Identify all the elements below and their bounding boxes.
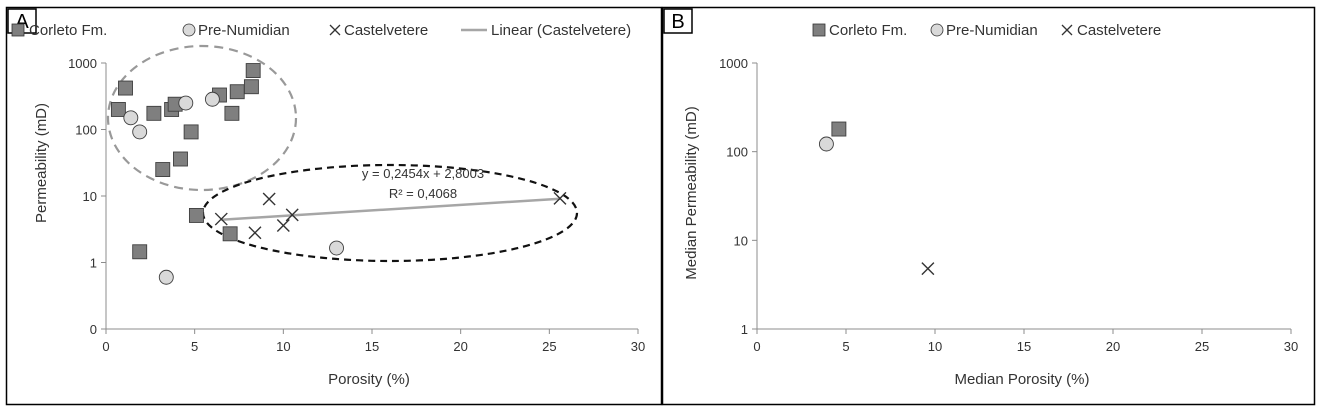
y-tick-label: 10 <box>83 189 97 204</box>
point-pre-numidian <box>178 95 194 111</box>
point-corleto-fm <box>831 121 847 137</box>
point-castelvetere <box>285 208 299 222</box>
point-corleto-fm <box>222 226 238 242</box>
point-corleto-fm <box>155 162 171 177</box>
legend-a-prenumidian-marker <box>182 23 196 37</box>
panel-b-y-axis-title: Median Permeability (mD) <box>683 106 700 279</box>
point-corleto-fm <box>188 207 204 223</box>
point-corleto-fm <box>173 151 188 167</box>
panel-a-border <box>5 6 663 406</box>
x-tick-label: 30 <box>631 339 645 354</box>
x-tick-label: 25 <box>542 339 556 354</box>
y-tick-label: 1000 <box>719 56 748 71</box>
point-castelvetere <box>553 191 567 205</box>
point-corleto-fm <box>146 105 162 121</box>
x-tick-label: 10 <box>276 339 290 354</box>
y-tick-label: 100 <box>726 145 748 160</box>
legend-a-corleto-marker <box>11 23 25 37</box>
point-corleto-fm <box>132 244 148 260</box>
y-tick-label: 0 <box>90 322 97 337</box>
legend-b-prenumidian-label: Pre-Numidian <box>946 22 1038 39</box>
panel-a-plot: 0 5 10 15 20 25 30 0 1 10 100 1000 <box>68 56 645 354</box>
y-tick-label: 1 <box>741 322 748 337</box>
point-castelvetere <box>262 192 276 206</box>
point-castelvetere <box>248 226 262 240</box>
legend-b-castelvetere-marker <box>1061 24 1073 36</box>
point-corleto-fm <box>243 79 259 95</box>
legend-a-corleto-label: Corleto Fm. <box>29 22 107 39</box>
point-corleto-fm <box>110 102 126 117</box>
trendline-equation: y = 0,2454x + 2,8003 <box>362 166 484 181</box>
legend-a-castelvetere-label: Castelvetere <box>344 22 428 39</box>
panel-b-plot: 0 5 10 15 20 25 30 1 10 100 1000 <box>719 56 1298 354</box>
legend-b-corleto-label: Corleto Fm. <box>829 22 907 39</box>
y-tick-label: 1000 <box>68 56 97 71</box>
x-tick-label: 30 <box>1284 339 1298 354</box>
point-castelvetere <box>921 262 935 276</box>
x-tick-label: 0 <box>753 339 760 354</box>
panel-a-legend: Corleto Fm. Pre-Numidian Castelvetere Li… <box>11 22 631 39</box>
y-tick-label: 1 <box>90 256 97 271</box>
x-tick-label: 5 <box>191 339 198 354</box>
x-tick-label: 0 <box>102 339 109 354</box>
point-corleto-fm <box>224 105 240 121</box>
legend-b-prenumidian-marker <box>930 23 944 37</box>
x-tick-label: 20 <box>1106 339 1120 354</box>
point-corleto-fm <box>229 84 245 100</box>
y-tick-label: 10 <box>734 233 748 248</box>
legend-a-castelvetere-marker <box>329 24 341 36</box>
panel-a-x-axis-title: Porosity (%) <box>328 371 410 388</box>
panel-b-legend: Corleto Fm. Pre-Numidian Castelvetere <box>812 22 1161 39</box>
x-tick-label: 20 <box>453 339 467 354</box>
panel-a-y-axis-title: Permeability (mD) <box>33 103 50 223</box>
group-ellipse-high <box>106 44 298 192</box>
point-pre-numidian <box>123 110 139 126</box>
point-castelvetere <box>214 212 228 226</box>
x-tick-label: 15 <box>1017 339 1031 354</box>
point-castelvetere <box>276 219 290 233</box>
panel-b-letter: B <box>671 11 684 33</box>
point-pre-numidian <box>329 240 344 256</box>
panel-b-letter-box <box>663 8 693 34</box>
legend-b-castelvetere-label: Castelvetere <box>1077 22 1161 39</box>
x-tick-label: 5 <box>842 339 849 354</box>
point-corleto-fm <box>183 124 199 140</box>
legend-a-linear-label: Linear (Castelvetere) <box>491 22 631 39</box>
legend-a-prenumidian-label: Pre-Numidian <box>198 22 290 39</box>
legend-b-corleto-marker <box>812 23 826 37</box>
point-pre-numidian <box>818 136 834 152</box>
trendline-castelvetere <box>221 197 561 221</box>
panel-b-x-axis-title: Median Porosity (%) <box>954 371 1089 388</box>
point-corleto-fm <box>245 63 261 78</box>
point-pre-numidian <box>158 269 174 285</box>
panel-b-border <box>661 6 1316 406</box>
y-tick-label: 100 <box>75 123 97 138</box>
x-tick-label: 25 <box>1195 339 1209 354</box>
x-tick-label: 10 <box>928 339 942 354</box>
point-pre-numidian <box>204 91 220 107</box>
trendline-r-squared: R² = 0,4068 <box>389 186 457 201</box>
point-corleto-fm <box>118 80 133 96</box>
x-tick-label: 15 <box>365 339 379 354</box>
point-pre-numidian <box>132 124 148 140</box>
